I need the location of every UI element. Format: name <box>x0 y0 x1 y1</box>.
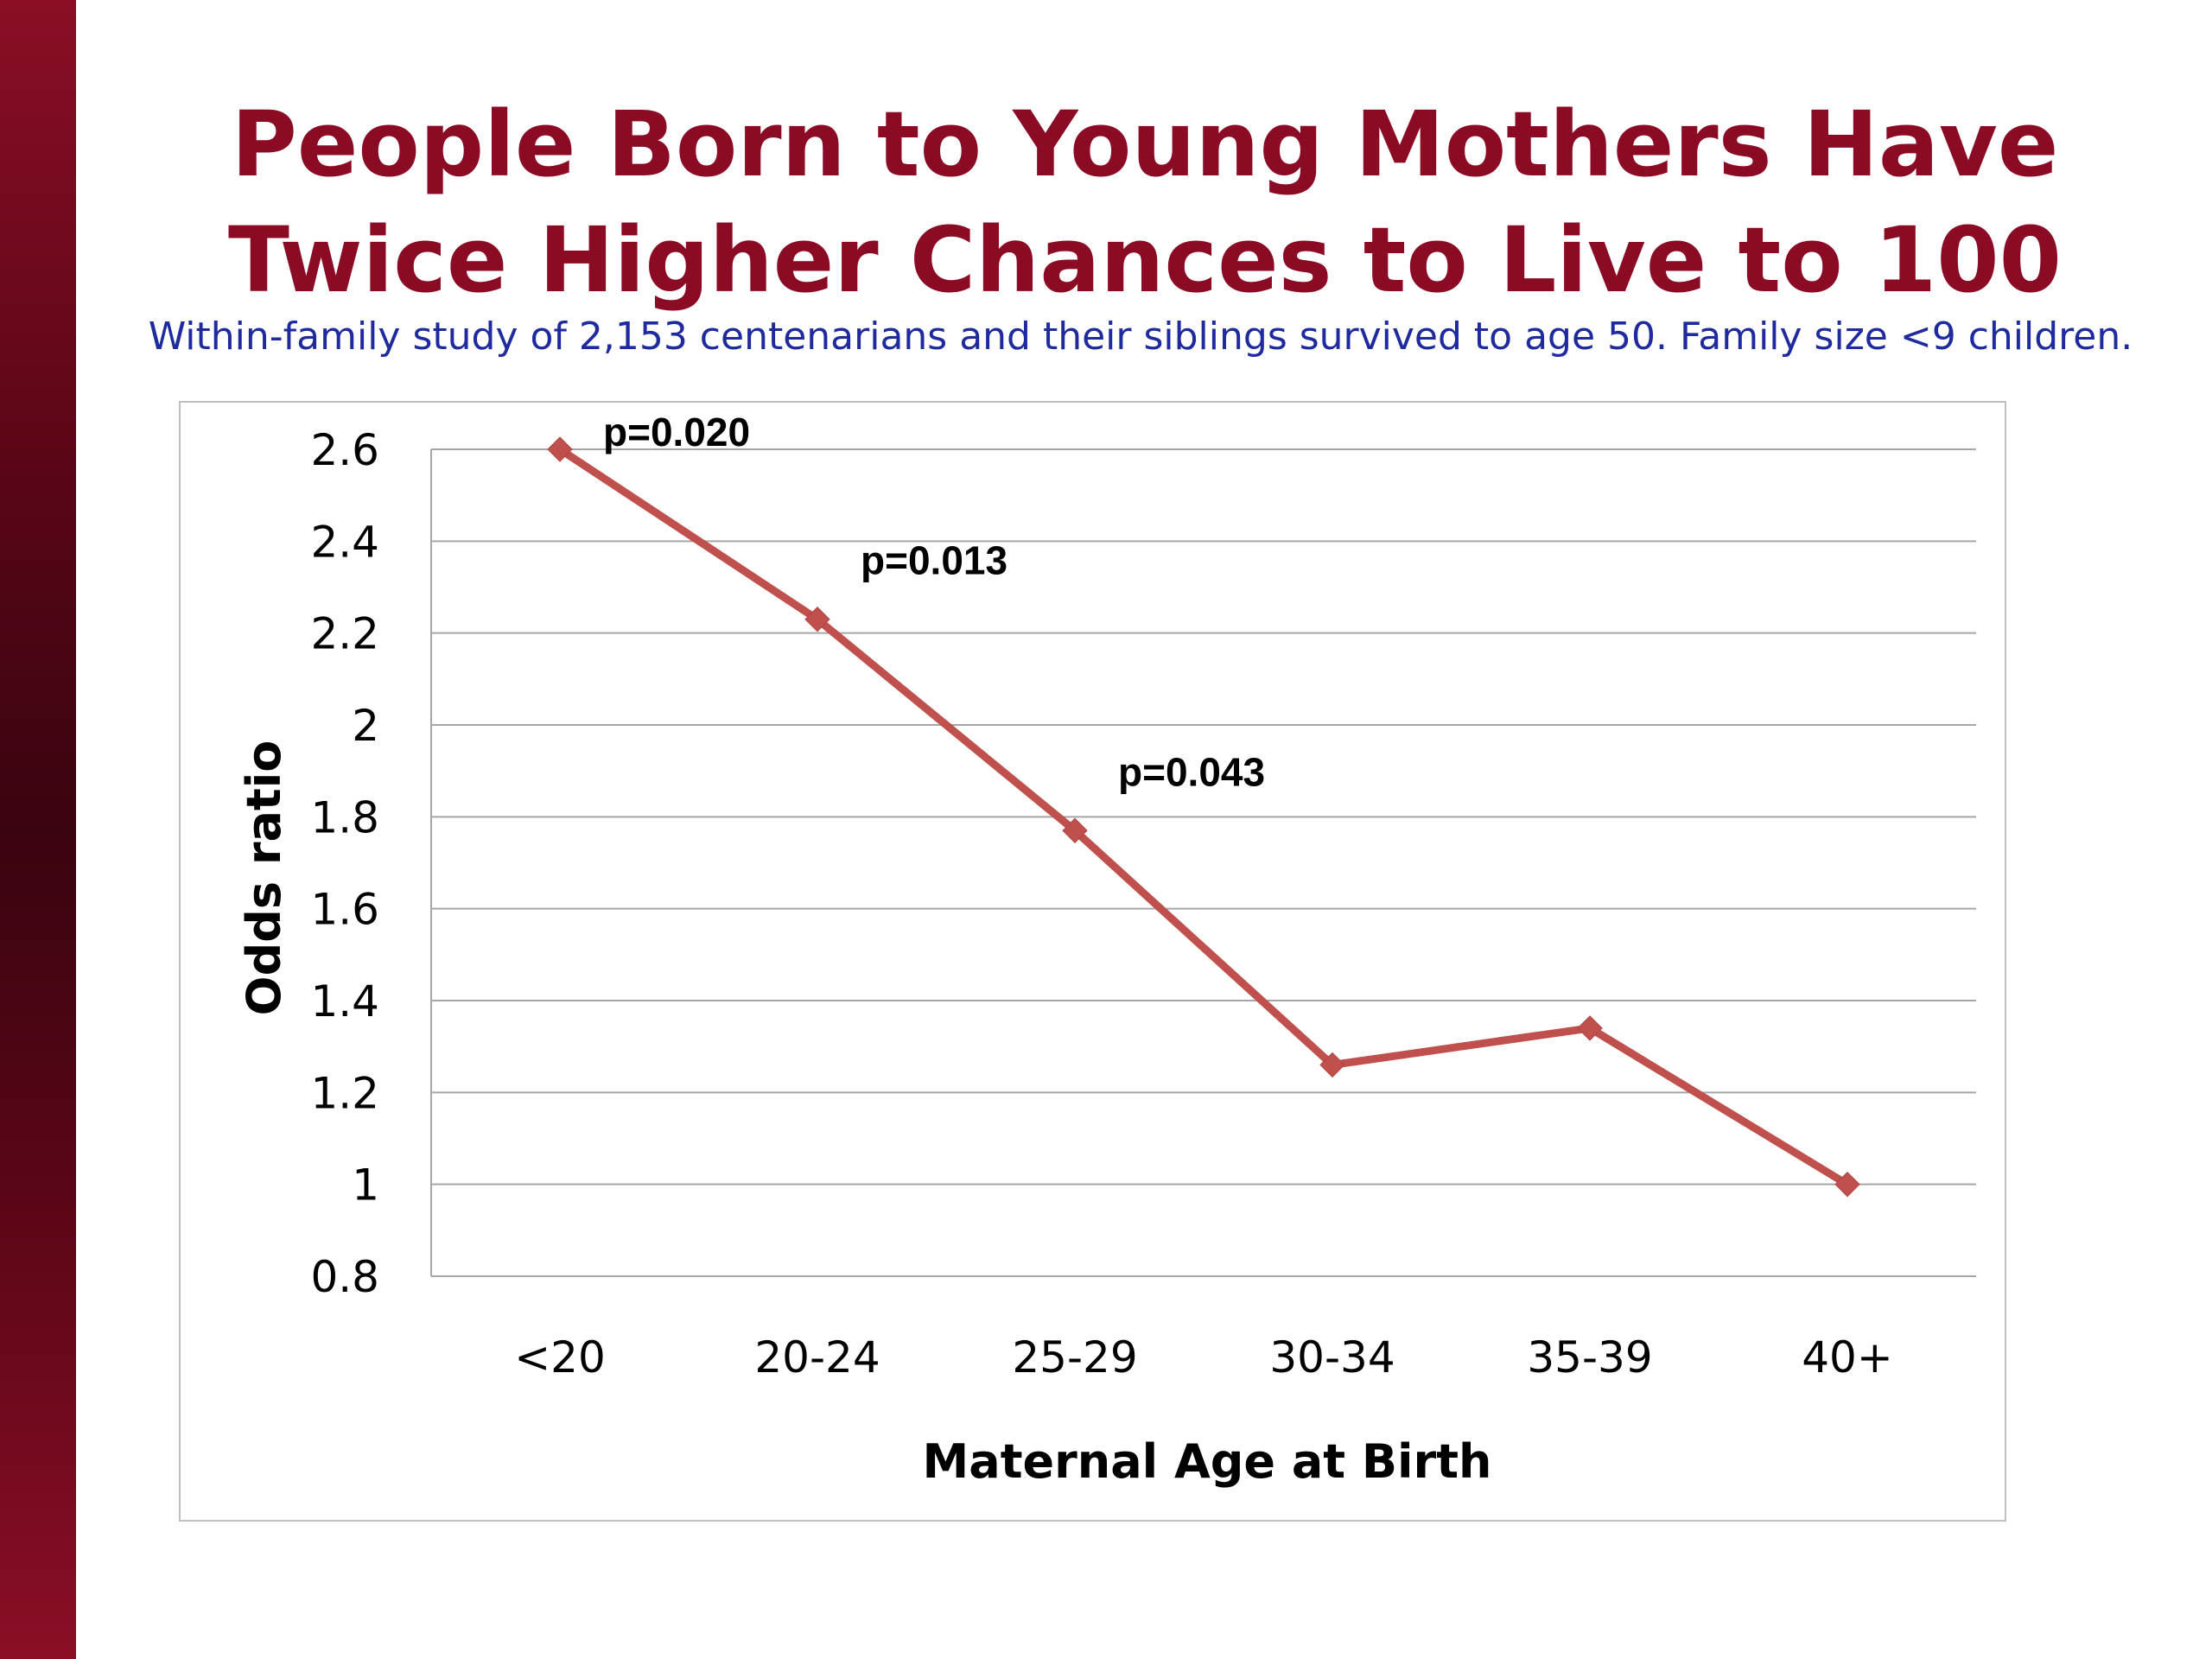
x-tick-label: 40+ <box>1802 1332 1893 1382</box>
x-tick-label: 30-34 <box>1269 1332 1395 1382</box>
y-tick-label: 1.8 <box>310 792 379 842</box>
x-axis-tick-labels: <20 20-24 25-29 30-34 35-39 40+ <box>514 1332 1893 1382</box>
x-axis-title: Maternal Age at Birth <box>923 1434 1492 1489</box>
y-tick-label: 1 <box>352 1160 379 1211</box>
p-value-annotations: p=0.020 p=0.013 p=0.043 <box>603 410 1265 794</box>
y-tick-label: 1.6 <box>310 885 379 935</box>
data-point-marker <box>1834 1171 1860 1198</box>
y-tick-label: 2.4 <box>310 517 379 567</box>
y-tick-label: 2 <box>352 701 379 751</box>
p-value-annotation: p=0.013 <box>861 538 1007 583</box>
x-tick-label: <20 <box>514 1332 606 1382</box>
x-tick-label: 20-24 <box>754 1332 880 1382</box>
slide-title-line-2: Twice Higher Chances to Live to 100 <box>228 207 2062 313</box>
slide-title: People Born to Young Mothers Have Twice … <box>138 86 2152 318</box>
y-tick-label: 2.2 <box>310 609 379 659</box>
line-chart: 0.8 1 1.2 1.4 1.6 1.8 2 2.2 2.4 2.6 <20 20-24 25-29… <box>237 410 1976 1489</box>
data-point-marker <box>1062 817 1088 843</box>
data-point-marker <box>1577 1015 1603 1041</box>
sidebar-accent-bar <box>0 0 76 1659</box>
y-axis-tick-labels: 0.8 1 1.2 1.4 1.6 1.8 2 2.2 2.4 2.6 <box>310 425 379 1302</box>
x-tick-label: 25-29 <box>1012 1332 1137 1382</box>
data-point-marker <box>1319 1052 1345 1078</box>
data-point-marker <box>804 607 830 632</box>
y-tick-label: 2.6 <box>310 425 379 475</box>
y-tick-label: 0.8 <box>310 1252 379 1302</box>
y-tick-label: 1.4 <box>310 976 379 1027</box>
y-tick-label: 1.2 <box>310 1068 379 1118</box>
gridlines <box>430 448 1976 1277</box>
chart-frame: 0.8 1 1.2 1.4 1.6 1.8 2 2.2 2.4 2.6 <20 20-24 25-29… <box>179 401 2006 1522</box>
slide-subtitle: Within-family study of 2,153 centenarian… <box>148 315 2133 359</box>
p-value-annotation: p=0.043 <box>1118 749 1265 794</box>
data-point-marker <box>547 436 573 462</box>
p-value-annotation: p=0.020 <box>603 410 750 454</box>
y-axis-title: Odds ratio <box>237 741 291 1016</box>
x-tick-label: 35-39 <box>1527 1332 1652 1382</box>
series-odds-ratio <box>547 436 1860 1198</box>
series-line <box>556 445 1852 1189</box>
slide-title-line-1: People Born to Young Mothers Have <box>231 92 2059 197</box>
